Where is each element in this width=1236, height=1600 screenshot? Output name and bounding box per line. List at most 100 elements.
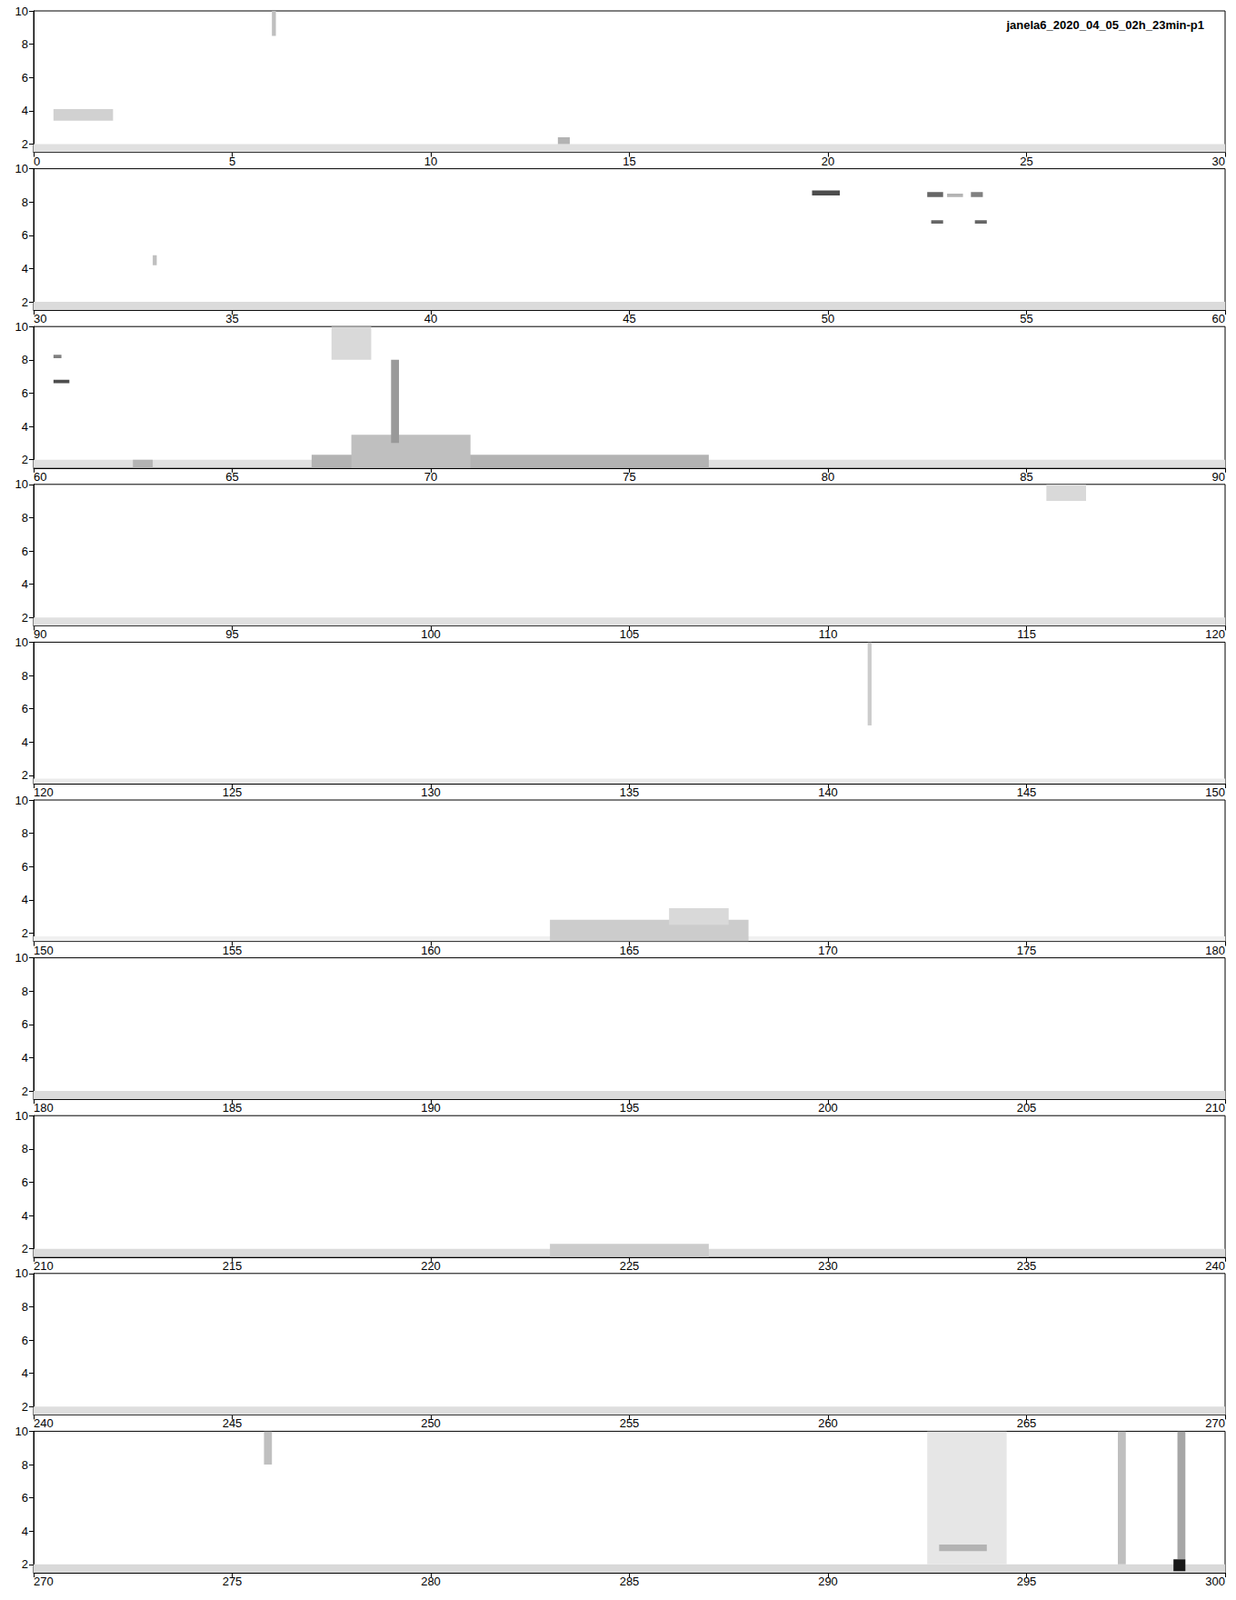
svg-text:25: 25 [1019,154,1033,169]
svg-text:120: 120 [33,785,54,799]
svg-text:35: 35 [225,311,239,326]
svg-text:8: 8 [21,668,29,683]
svg-text:4: 4 [21,735,29,749]
svg-text:300: 300 [1205,1574,1226,1588]
svg-text:110: 110 [818,627,838,641]
svg-text:215: 215 [222,1258,243,1273]
svg-text:4: 4 [21,577,29,591]
svg-text:20: 20 [821,154,835,169]
svg-text:150: 150 [33,943,54,957]
svg-text:195: 195 [619,1100,640,1115]
svg-text:270: 270 [33,1574,54,1588]
svg-text:205: 205 [1016,1100,1037,1115]
svg-text:250: 250 [420,1415,441,1430]
svg-text:85: 85 [1019,469,1033,484]
svg-text:80: 80 [821,469,835,484]
svg-text:6: 6 [21,859,29,874]
svg-text:2: 2 [21,1556,29,1571]
svg-text:40: 40 [424,311,438,326]
svg-text:2: 2 [21,1241,29,1256]
svg-text:6: 6 [21,70,29,85]
svg-text:130: 130 [420,785,441,799]
svg-text:2: 2 [21,926,29,940]
svg-text:200: 200 [817,1100,838,1115]
svg-text:2: 2 [21,452,29,467]
svg-text:10: 10 [15,161,29,176]
svg-text:270: 270 [1205,1415,1226,1430]
svg-text:55: 55 [1019,311,1033,326]
svg-text:180: 180 [33,1100,54,1115]
svg-text:160: 160 [420,943,441,957]
svg-text:170: 170 [817,943,838,957]
svg-text:6: 6 [21,228,29,242]
svg-text:210: 210 [33,1258,54,1273]
svg-text:15: 15 [622,154,636,169]
svg-text:4: 4 [21,419,29,434]
svg-text:8: 8 [21,195,29,210]
svg-text:10: 10 [15,4,29,19]
svg-text:10: 10 [15,477,29,491]
svg-text:220: 220 [420,1258,441,1273]
svg-text:4: 4 [21,261,29,276]
svg-text:245: 245 [222,1415,243,1430]
svg-text:8: 8 [21,510,29,525]
svg-text:125: 125 [222,785,243,799]
svg-text:8: 8 [21,352,29,367]
svg-text:30: 30 [33,311,47,326]
svg-text:10: 10 [15,1108,29,1123]
svg-text:240: 240 [1205,1258,1226,1273]
svg-text:2: 2 [21,137,29,151]
svg-text:10: 10 [15,1265,29,1280]
svg-text:120: 120 [1205,627,1226,641]
svg-text:janela6_2020_04_05_02h_23min-p: janela6_2020_04_05_02h_23min-p1 [1005,18,1205,32]
svg-text:295: 295 [1016,1574,1037,1588]
svg-text:10: 10 [15,319,29,334]
svg-text:8: 8 [21,37,29,51]
svg-text:90: 90 [1212,469,1226,484]
svg-text:8: 8 [21,1457,29,1472]
svg-text:4: 4 [21,892,29,907]
svg-text:140: 140 [817,785,838,799]
svg-text:155: 155 [222,943,243,957]
svg-text:165: 165 [619,943,640,957]
svg-text:6: 6 [21,1333,29,1347]
svg-text:50: 50 [821,311,835,326]
svg-text:90: 90 [33,627,47,641]
svg-text:185: 185 [222,1100,243,1115]
svg-text:225: 225 [619,1258,640,1273]
svg-text:8: 8 [21,826,29,840]
svg-text:45: 45 [622,311,636,326]
svg-text:8: 8 [21,1141,29,1156]
svg-text:6: 6 [21,1490,29,1505]
svg-text:265: 265 [1016,1415,1037,1430]
svg-text:5: 5 [229,154,236,169]
svg-text:275: 275 [222,1574,243,1588]
svg-text:290: 290 [817,1574,838,1588]
svg-text:75: 75 [622,469,636,484]
svg-text:2: 2 [21,1399,29,1414]
svg-text:95: 95 [225,627,239,641]
svg-text:175: 175 [1016,943,1037,957]
svg-text:4: 4 [21,1208,29,1223]
svg-text:280: 280 [420,1574,441,1588]
svg-text:100: 100 [420,627,441,641]
svg-text:145: 145 [1016,785,1037,799]
svg-text:70: 70 [424,469,438,484]
svg-text:2: 2 [21,610,29,625]
svg-text:115: 115 [1016,627,1037,641]
svg-text:6: 6 [21,1016,29,1031]
svg-text:60: 60 [1212,311,1226,326]
svg-text:0: 0 [33,154,40,169]
svg-text:105: 105 [619,627,640,641]
svg-text:10: 10 [15,793,29,808]
svg-text:30: 30 [1212,154,1226,169]
svg-text:135: 135 [619,785,640,799]
svg-text:4: 4 [21,103,29,118]
svg-text:190: 190 [420,1100,441,1115]
svg-text:4: 4 [21,1524,29,1538]
svg-text:10: 10 [15,635,29,649]
svg-text:4: 4 [21,1365,29,1380]
svg-text:6: 6 [21,1175,29,1189]
svg-text:10: 10 [15,1424,29,1438]
svg-text:235: 235 [1016,1258,1037,1273]
